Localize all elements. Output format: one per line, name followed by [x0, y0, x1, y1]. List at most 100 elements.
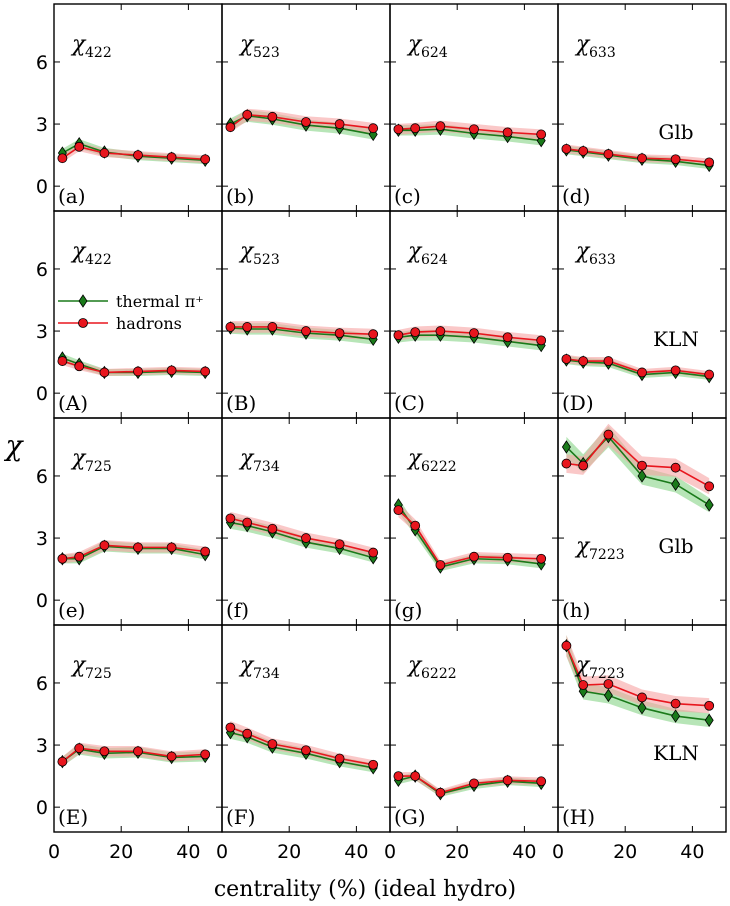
hadrons-point: [225, 122, 236, 133]
plot-area: [393, 769, 547, 801]
panel-G: (G) χ 6222: [389, 624, 559, 833]
hadrons-point: [410, 327, 421, 337]
plot-area: [393, 325, 547, 353]
x-tick-label: 40: [512, 841, 536, 863]
y-tick-label: 3: [36, 321, 48, 343]
panel-label: (B): [226, 391, 256, 415]
hadrons-point: [469, 551, 479, 562]
y-tick-label: 3: [36, 735, 48, 757]
hadrons-point: [200, 366, 211, 377]
x-tick-label: 40: [680, 841, 704, 863]
thermal-line: [565, 435, 710, 506]
hadrons-point: [603, 149, 614, 159]
chi-label: χ: [406, 653, 423, 678]
hadrons-point: [670, 462, 681, 473]
hadrons-point: [368, 759, 379, 770]
tick-labels: 0 3 6 0 3 6 0 3 6 0 3 6 0 20 40 0 20 40 0 20 40 0 20 40: [36, 52, 705, 863]
chi-label: χ: [238, 446, 255, 471]
hadrons-point: [200, 749, 211, 760]
hadrons-point: [334, 119, 345, 129]
hadrons-point: [603, 356, 614, 366]
hadrons-point: [578, 356, 589, 366]
hadrons-point: [561, 640, 572, 651]
hadrons-point: [166, 365, 177, 376]
hadrons-point: [99, 540, 110, 551]
hadrons-point: [536, 129, 547, 140]
y-tick-label: 6: [36, 259, 48, 281]
chi-subscript: 7223: [589, 666, 625, 682]
hadrons-point: [334, 539, 345, 550]
chi-subscript: 523: [253, 45, 280, 61]
hadrons-point: [368, 123, 379, 134]
hadrons-point: [57, 153, 68, 164]
panel-d: (d) χ 633: [557, 3, 727, 212]
y-axis-label: χ: [4, 429, 25, 462]
chi-label: χ: [574, 653, 591, 678]
plot-area: [57, 351, 211, 380]
hadrons-point: [133, 542, 143, 553]
panel-F: (F) χ 734: [221, 624, 391, 833]
chi-subscript: 422: [85, 252, 112, 268]
panel-label: (E): [58, 805, 88, 829]
hadrons-point: [301, 745, 311, 756]
model-label: Glb: [658, 120, 693, 144]
legend-hadrons-label: hadrons: [116, 314, 182, 333]
hadrons-point: [536, 776, 547, 787]
x-tick-label: 0: [48, 841, 60, 863]
chi-label: χ: [238, 653, 255, 678]
panel-A: (A) χ 422 thermal π⁺ hadrons: [53, 210, 223, 419]
chi-label: χ: [238, 32, 255, 57]
hadrons-point: [578, 146, 589, 156]
hadrons-point: [469, 778, 479, 789]
chi-subscript: 725: [85, 666, 112, 682]
plot-area: [393, 497, 547, 574]
chi-subscript: 624: [421, 45, 448, 61]
hadrons-point: [536, 335, 547, 346]
hadrons-point: [301, 117, 311, 127]
hadrons-point: [502, 332, 513, 343]
panel-label: (C): [394, 391, 425, 415]
hadrons-point: [57, 553, 68, 564]
chi-label: χ: [574, 534, 591, 559]
panel-label: (e): [58, 598, 85, 622]
hadrons-point: [670, 365, 681, 376]
hadrons-point: [74, 743, 85, 754]
panel-frame: [557, 624, 727, 833]
chi-subscript: 523: [253, 252, 280, 268]
panel-label: (f): [226, 598, 249, 622]
hadrons-point: [637, 692, 647, 703]
hadrons-point: [704, 369, 715, 380]
hadrons-point: [469, 328, 479, 339]
hadrons-point: [435, 560, 446, 570]
hadrons-point: [301, 326, 311, 336]
hadrons-point: [57, 356, 68, 366]
hadrons-point: [225, 722, 236, 733]
hadrons-point: [637, 367, 647, 378]
x-axis-label: centrality (%) (ideal hydro): [214, 877, 516, 902]
chi-label: χ: [70, 653, 87, 678]
hadrons-point: [393, 330, 404, 341]
plot-area: [393, 120, 547, 148]
hadrons-band: [398, 503, 542, 570]
panel-c: (c) χ 624: [389, 3, 559, 212]
legend-thermal-label: thermal π⁺: [116, 292, 204, 311]
hadrons-point: [133, 366, 143, 377]
thermal-point: [637, 701, 647, 715]
panel-label: (h): [562, 598, 591, 622]
x-tick-label: 20: [613, 841, 637, 863]
x-tick-label: 0: [216, 841, 228, 863]
chi-label: χ: [238, 239, 255, 264]
chi-label: χ: [406, 239, 423, 264]
hadrons-point: [603, 679, 614, 689]
hadrons-point: [99, 367, 110, 378]
hadrons-point: [99, 746, 110, 757]
hadrons-point: [410, 123, 421, 134]
hadrons-point: [225, 513, 236, 524]
chi-subscript: 624: [421, 252, 448, 268]
plot-area: [57, 742, 211, 769]
chi-label: χ: [406, 446, 423, 471]
panel-a: (a) χ 422: [53, 3, 223, 212]
hadrons-point: [242, 322, 253, 332]
